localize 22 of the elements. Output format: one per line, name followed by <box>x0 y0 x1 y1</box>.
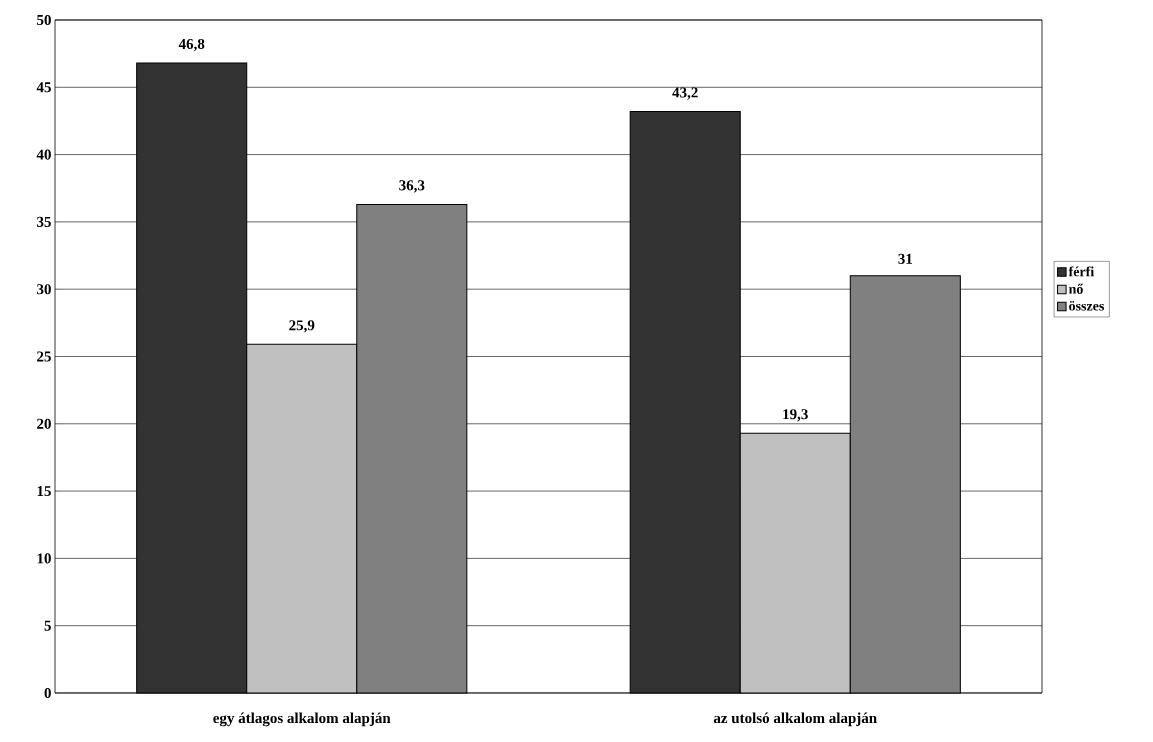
data-label: 31 <box>898 253 913 264</box>
legend-label: nő <box>1068 283 1083 294</box>
y-tick-label: 5 <box>44 620 51 631</box>
y-tick-label: 50 <box>37 14 51 26</box>
y-tick-label: 20 <box>37 418 51 429</box>
data-label: 36,3 <box>399 180 425 193</box>
y-tick-label: 0 <box>44 687 51 699</box>
data-label: 19,3 <box>783 409 808 422</box>
y-tick-label: 35 <box>37 216 51 227</box>
legend-label: férfi <box>1068 266 1095 277</box>
x-tick-label: egy átlagos alkalom alapján <box>213 712 391 727</box>
data-label: 43,2 <box>672 87 698 100</box>
y-tick-label: 25 <box>37 351 51 362</box>
legend-label: összes <box>1069 301 1105 311</box>
y-tick-label: 15 <box>37 486 51 497</box>
y-tick-label: 30 <box>37 284 51 295</box>
data-label: 25,9 <box>289 320 315 333</box>
y-tick-label: 40 <box>36 149 51 160</box>
x-tick-label: az utolsó alkalom alapján <box>713 712 877 727</box>
y-tick-label: 10 <box>37 553 51 564</box>
y-tick-label: 45 <box>36 82 51 93</box>
data-label: 46,8 <box>178 38 205 52</box>
